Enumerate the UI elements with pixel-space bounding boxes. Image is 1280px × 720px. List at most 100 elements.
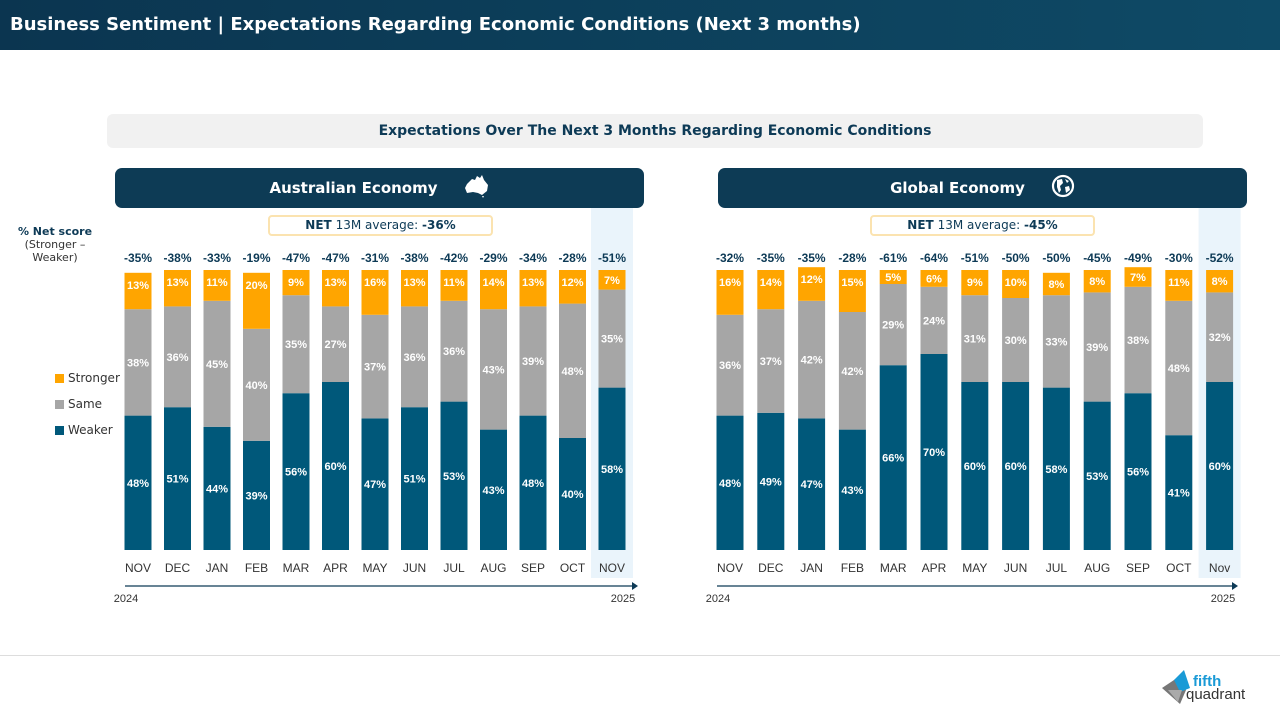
bar-stronger [961,270,989,296]
data-label: 60% [964,461,986,473]
legend-same: Same [55,397,102,411]
data-label: 13% [166,277,188,289]
net-score-label: -35% [124,251,152,265]
data-label: 58% [1045,464,1067,476]
data-label: 24% [923,315,945,327]
x-tick-label: AUG [480,561,506,575]
x-tick-label: MAY [962,561,987,575]
x-tick-label: JAN [206,561,229,575]
bar-weaker [282,393,310,550]
data-label: 12% [561,277,583,289]
globe-icon [1051,174,1075,202]
chart-subtitle: Expectations Over The Next 3 Months Rega… [107,114,1203,148]
data-label: 47% [801,479,823,491]
data-label: 11% [443,277,465,289]
bar-weaker [1002,382,1030,550]
bar-same [879,284,907,366]
fifth-quadrant-logo: fifth quadrant [1160,668,1270,712]
data-label: 70% [923,447,945,459]
x-tick-label: APR [323,561,348,575]
bar-stronger [879,270,907,284]
bar-weaker [1165,435,1193,550]
data-label: 14% [482,277,504,289]
bar-stronger [798,267,826,301]
bar-weaker [480,429,507,550]
page-title: Business Sentiment | Expectations Regard… [0,0,1280,50]
legend-stronger: Stronger [55,371,120,385]
data-label: 51% [403,474,425,486]
legend-label: Stronger [68,371,120,385]
bar-same [124,309,152,416]
x-tick-label: NOV [125,561,151,575]
net-score-label: -35% [757,251,785,265]
bar-same [920,286,948,354]
data-label: 16% [364,277,386,289]
data-label: 66% [882,453,904,465]
data-label: 48% [127,478,149,490]
bar-same [798,300,826,419]
net-score-label: -51% [598,251,626,265]
data-label: 29% [882,320,904,332]
data-label: 47% [364,479,386,491]
bar-weaker [440,401,468,550]
bar-stronger [1165,270,1193,301]
x-tick-label: MAY [362,561,387,575]
year-start-label: 2024 [706,593,730,605]
legend-swatch [55,373,64,383]
legend-swatch [55,425,64,435]
data-label: 43% [482,485,504,497]
data-label: 11% [206,277,228,289]
net-score-label: -31% [361,251,389,265]
data-label: 14% [760,277,782,289]
bar-stronger [401,270,428,307]
data-label: 53% [443,471,465,483]
bar-same [716,314,744,416]
year-start-label: 2024 [114,593,138,605]
data-label: 38% [1127,335,1149,347]
data-label: 8% [1089,276,1105,288]
data-label: 40% [245,380,267,392]
net-score-label: -28% [838,251,866,265]
bar-same [440,300,468,402]
data-label: 13% [127,280,149,292]
x-tick-label: MAR [880,561,907,575]
x-tick-label: JUN [1004,561,1027,575]
year-end-label: 2025 [611,593,635,605]
bar-same [282,295,310,394]
bar-weaker [1083,401,1111,550]
data-label: 48% [1168,363,1190,375]
bar-weaker [164,407,191,550]
bar-stronger [361,270,389,315]
bar-weaker [559,438,586,550]
data-label: 48% [522,478,544,490]
net-score-label: -47% [321,251,349,265]
data-label: 42% [841,366,863,378]
data-label: 36% [719,360,741,372]
x-tick-label: DEC [758,561,784,575]
bar-stronger [1083,270,1111,293]
bar-weaker [716,415,744,550]
net-score-label: -47% [282,251,310,265]
net-score-label: -45% [1083,251,1111,265]
data-label: 36% [443,346,465,358]
net-average-value: -36% [422,218,456,232]
legend-swatch [55,399,64,409]
bar-stronger [124,272,152,310]
bar-same [559,303,586,438]
data-label: 48% [561,366,583,378]
bar-weaker [961,382,989,550]
data-label: 51% [166,474,188,486]
data-label: 39% [522,356,544,368]
bar-same [838,312,866,430]
data-label: 41% [1168,488,1190,500]
bar-weaker [1206,382,1234,550]
data-label: 15% [841,277,863,289]
net-average-box-global: NET 13M average: -45% [870,215,1095,236]
net-score-label: -50% [1002,251,1030,265]
arrow-head-icon [632,582,638,590]
bar-same [757,309,785,413]
data-label: 13% [324,277,346,289]
x-tick-label: JUN [403,561,426,575]
bar-same [164,306,191,408]
